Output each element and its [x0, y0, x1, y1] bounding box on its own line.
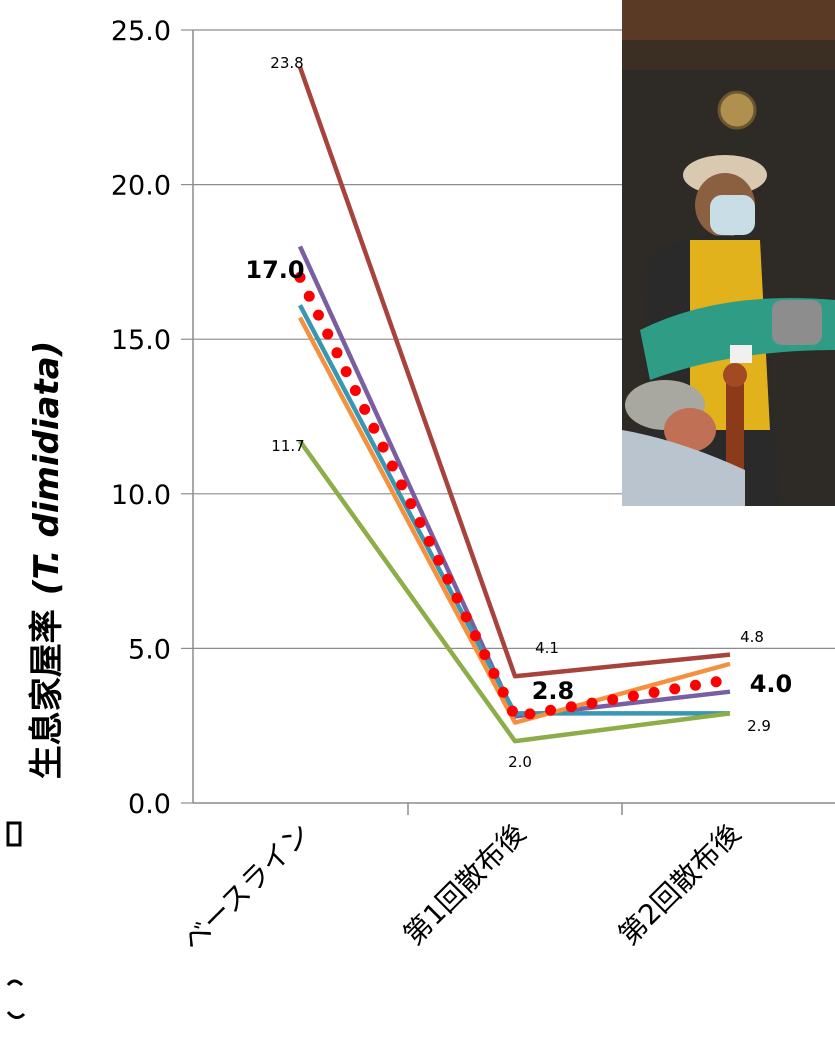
photo-wall-band [622, 40, 835, 70]
photo-badge [730, 345, 752, 363]
data-labels: 23.8 4.1 4.8 11.7 2.0 2.9 17.0 2.8 4.0 [245, 54, 792, 771]
y-tick-labels: 0.0 5.0 10.0 15.0 20.0 25.0 [111, 16, 171, 820]
series-lines [294, 66, 736, 744]
y-tick-label: 5.0 [128, 634, 171, 665]
y-tick-label: 15.0 [111, 325, 171, 356]
data-label: 11.7 [271, 437, 304, 455]
photo-inset [622, 0, 835, 506]
x-category-label: 第2回散布後 [612, 817, 747, 952]
photo-clock-icon [717, 90, 757, 130]
y-tick-label: 25.0 [111, 16, 171, 47]
x-category-labels: ベースライン 第1回散布後 第2回散布後 [176, 817, 747, 958]
photo-mask [710, 195, 755, 235]
y-tick-label: 10.0 [111, 480, 171, 511]
photo-shirt-2 [622, 430, 745, 506]
data-label: 2.0 [508, 753, 532, 771]
data-label: 4.1 [535, 639, 559, 657]
x-category-label: 第1回散布後 [397, 817, 532, 952]
y-tick-label: 0.0 [128, 789, 171, 820]
x-category-label: ベースライン [176, 817, 317, 958]
data-label: 2.9 [747, 717, 771, 735]
series-line [298, 439, 731, 744]
data-label: 4.0 [750, 670, 793, 698]
data-label: 2.8 [532, 677, 575, 705]
axes [192, 30, 835, 815]
y-axis-title-main: 生息家屋率 [27, 609, 67, 779]
y-axis-title-italic: (T. dimidiata) [27, 341, 67, 595]
photo-bedpost-knob [723, 363, 747, 387]
series-line [297, 66, 731, 679]
photo-sprayer [772, 300, 822, 345]
series-line [297, 245, 731, 719]
y-tick-label: 20.0 [111, 171, 171, 202]
data-label: 23.8 [270, 54, 303, 72]
data-label: 4.8 [740, 628, 764, 646]
data-label: 17.0 [245, 256, 304, 284]
svg-text:生息家屋率(T. dimidiata): 生息家屋率 (T. dimidiata) [27, 341, 67, 779]
y-axis-title: 生息家屋率 (T. dimidiata) [27, 341, 67, 779]
photo-face-2 [664, 408, 716, 452]
photo-ceiling [622, 0, 835, 40]
series-line [298, 316, 731, 725]
clipped-edge-marks [6, 821, 26, 1019]
series-line-dotted [294, 271, 736, 723]
